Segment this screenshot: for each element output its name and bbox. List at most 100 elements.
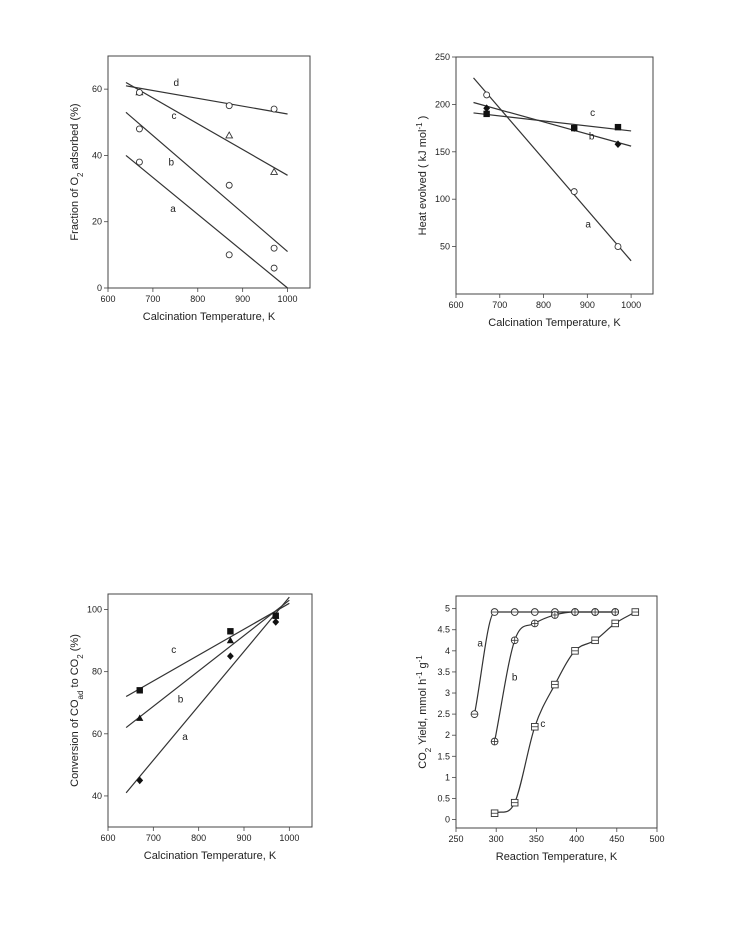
series-c bbox=[125, 602, 290, 698]
series-label-b: b bbox=[589, 131, 595, 142]
y-tick-label: 20 bbox=[92, 217, 102, 227]
x-tick-label: 900 bbox=[235, 294, 250, 304]
data-point bbox=[551, 611, 559, 619]
x-axis-label: Reaction Temperature, K bbox=[496, 851, 618, 863]
y-axis-label: CO2 Yield, mmol h-1 g-1 bbox=[415, 655, 433, 769]
series-label-b: b bbox=[178, 695, 184, 706]
plot-frame bbox=[455, 595, 658, 829]
data-point bbox=[530, 619, 539, 628]
y-tick-label: 3 bbox=[445, 688, 450, 698]
y-axis-label: Fraction of O2 adsorbed (%) bbox=[69, 103, 85, 240]
data-point bbox=[530, 608, 539, 616]
x-axis-label: Calcination Temperature, K bbox=[143, 311, 276, 323]
x-tick-label: 900 bbox=[236, 833, 251, 843]
series-a bbox=[125, 596, 290, 794]
y-tick-label: 100 bbox=[87, 605, 102, 615]
series-label-b: b bbox=[169, 157, 175, 168]
x-tick-label: 250 bbox=[448, 834, 463, 844]
data-point bbox=[570, 188, 578, 196]
chart-heat-evolved: 600 700 800 900 1000 50 100 150 200 250 Calcinatio… bbox=[415, 52, 654, 329]
series-b bbox=[473, 101, 632, 149]
y-axis-label: Conversion of COad to CO2 (%) bbox=[69, 634, 85, 787]
series-label-a: a bbox=[170, 204, 176, 215]
y-tick-label: 50 bbox=[440, 242, 450, 252]
data-point bbox=[591, 608, 599, 616]
x-tick-label: 800 bbox=[191, 833, 206, 843]
y-tick-label: 60 bbox=[92, 84, 102, 94]
x-tick-label: 1000 bbox=[621, 300, 641, 310]
series-a bbox=[470, 608, 620, 718]
plot-frame bbox=[107, 55, 311, 289]
x-tick-label: 900 bbox=[580, 300, 595, 310]
curve-a bbox=[473, 611, 616, 715]
series-a bbox=[125, 154, 288, 289]
y-axis-label: Heat evolved ( kJ mol-1 ) bbox=[415, 116, 430, 236]
y-tick-label: 4.5 bbox=[437, 625, 450, 635]
data-point bbox=[136, 776, 144, 785]
data-point bbox=[614, 140, 622, 149]
data-point bbox=[136, 687, 143, 694]
x-tick-label: 350 bbox=[529, 834, 544, 844]
series-label-a: a bbox=[182, 732, 188, 743]
x-tick-label: 700 bbox=[146, 833, 161, 843]
y-tick-label: 5 bbox=[445, 604, 450, 614]
data-point bbox=[225, 251, 233, 259]
y-tick-label: 100 bbox=[435, 194, 450, 204]
data-point bbox=[631, 608, 640, 616]
series-label-c: c bbox=[540, 719, 545, 730]
y-tick-label: 40 bbox=[92, 150, 102, 160]
data-point bbox=[227, 628, 234, 635]
data-point bbox=[483, 91, 491, 99]
series-c bbox=[473, 110, 632, 132]
x-tick-label: 600 bbox=[100, 833, 115, 843]
chart-co-conversion: 600 700 800 900 1000 40 60 80 100 Calcination Tem… bbox=[69, 593, 313, 862]
data-point bbox=[571, 608, 579, 616]
data-point bbox=[483, 110, 490, 118]
series-a bbox=[473, 77, 632, 262]
y-tick-label: 150 bbox=[435, 147, 450, 157]
data-point bbox=[272, 612, 279, 619]
x-tick-label: 500 bbox=[649, 834, 664, 844]
y-tick-label: 1.5 bbox=[437, 751, 450, 761]
data-point bbox=[510, 608, 519, 616]
plot-frame bbox=[107, 593, 313, 828]
series-c bbox=[490, 608, 640, 817]
x-tick-label: 800 bbox=[190, 294, 205, 304]
data-point bbox=[470, 710, 479, 718]
data-point bbox=[136, 714, 144, 721]
series-c bbox=[125, 81, 288, 176]
data-point bbox=[571, 647, 579, 655]
data-point bbox=[270, 105, 278, 113]
data-point bbox=[225, 131, 234, 139]
data-point bbox=[270, 167, 279, 175]
data-point bbox=[227, 652, 234, 660]
y-tick-label: 200 bbox=[435, 99, 450, 109]
x-tick-label: 1000 bbox=[279, 833, 299, 843]
data-point bbox=[591, 636, 599, 645]
data-point bbox=[611, 619, 619, 628]
data-point bbox=[135, 125, 143, 133]
data-point bbox=[490, 608, 499, 616]
y-tick-label: 3.5 bbox=[437, 667, 450, 677]
y-tick-label: 0 bbox=[445, 815, 450, 825]
data-point bbox=[611, 608, 620, 616]
data-point bbox=[510, 798, 519, 807]
y-tick-label: 40 bbox=[92, 791, 102, 801]
data-point bbox=[510, 636, 519, 645]
fit-line-a bbox=[473, 77, 632, 262]
x-tick-label: 1000 bbox=[278, 294, 298, 304]
y-tick-label: 250 bbox=[435, 52, 450, 62]
fit-line-b bbox=[125, 111, 288, 252]
data-point bbox=[551, 680, 559, 689]
x-tick-label: 700 bbox=[492, 300, 507, 310]
data-point bbox=[571, 124, 578, 132]
data-point bbox=[225, 181, 233, 189]
fit-line-a bbox=[125, 596, 290, 794]
data-point bbox=[490, 737, 499, 746]
data-point bbox=[614, 123, 622, 131]
x-axis-label: Calcination Temperature, K bbox=[488, 317, 621, 329]
y-tick-label: 80 bbox=[92, 667, 102, 677]
series-label-a: a bbox=[585, 220, 591, 231]
series-label-a: a bbox=[477, 639, 483, 650]
y-tick-label: 0 bbox=[97, 283, 102, 293]
